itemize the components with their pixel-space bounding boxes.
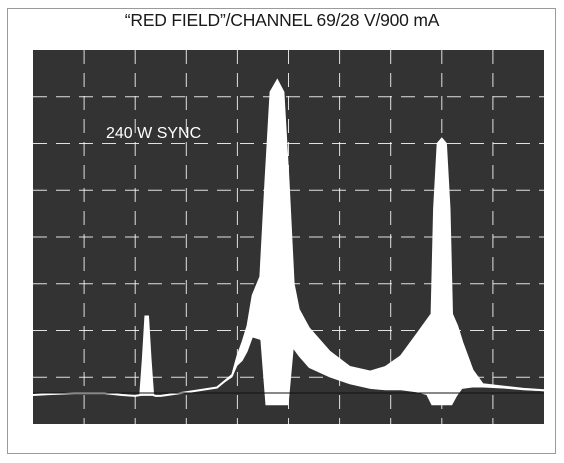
graticule <box>33 50 544 424</box>
trace-point <box>471 369 474 371</box>
trace-point <box>502 386 504 388</box>
trace-point <box>247 325 249 327</box>
trace-point <box>451 313 453 315</box>
trace-point <box>415 334 417 336</box>
trace-point <box>456 325 458 327</box>
trace-point <box>231 374 233 376</box>
trace-point <box>433 208 435 210</box>
trace-point <box>144 315 146 318</box>
trace-point <box>282 91 284 93</box>
trace-point <box>287 180 290 182</box>
trace-point <box>47 393 49 395</box>
trace-point <box>448 208 451 210</box>
trace-point <box>32 394 34 396</box>
trace-point <box>482 383 484 385</box>
trace-point <box>437 142 439 145</box>
trace-point <box>543 389 545 391</box>
chart-title: “RED FIELD”/CHANNEL 69/28 V/900 mA <box>124 10 440 30</box>
trace-point <box>149 358 152 360</box>
trace-point <box>147 315 149 318</box>
trace-point <box>425 320 428 322</box>
trace-point <box>431 313 433 315</box>
trace-point <box>236 355 238 357</box>
trace-point <box>328 350 330 353</box>
trace-point <box>369 371 371 373</box>
trace-point <box>252 294 254 296</box>
annotation-240w-sync: 240 W SYNC <box>106 125 201 142</box>
trace-point <box>298 308 300 311</box>
trace-point <box>152 394 154 396</box>
trace-point <box>461 341 463 343</box>
trace-point <box>349 366 351 368</box>
trace-point <box>264 180 267 182</box>
trace-point <box>155 395 157 397</box>
trace-point <box>385 366 387 368</box>
trace-point <box>139 394 141 396</box>
trace-point <box>270 91 272 93</box>
trace-point <box>241 341 244 343</box>
trace-point <box>259 276 261 278</box>
trace-point <box>216 386 218 389</box>
trace-point <box>445 142 447 145</box>
trace-point <box>523 388 525 390</box>
trace-point <box>293 283 295 285</box>
trace-outline-layer <box>32 78 545 397</box>
trace-point <box>142 358 144 360</box>
trace-point <box>308 327 310 329</box>
trace-point <box>160 395 162 397</box>
trace-point <box>121 394 123 396</box>
trace-point <box>441 138 443 140</box>
trace-point <box>400 355 402 357</box>
trace-point <box>276 79 278 81</box>
trace-point <box>134 395 136 397</box>
